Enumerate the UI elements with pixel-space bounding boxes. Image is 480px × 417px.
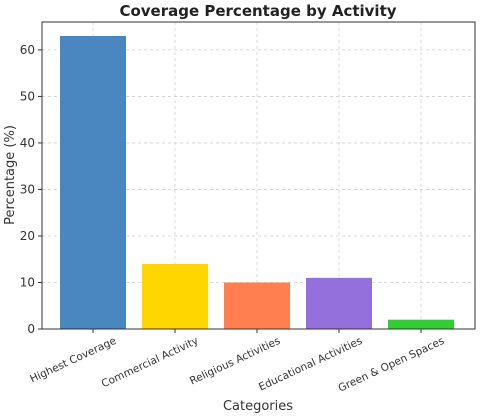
y-axis-ticks: 0 10 20 30 40 50 60 [20,43,42,336]
y-tick-label: 30 [20,182,35,196]
plot-frame [41,21,476,330]
chart-title: Coverage Percentage by Activity [119,2,396,20]
bar [60,35,126,330]
bar [388,319,454,329]
bar [306,277,372,329]
y-tick-label: 60 [20,43,35,57]
y-tick-label: 0 [27,322,35,336]
bar [224,282,290,329]
y-tick-label: 20 [20,229,35,243]
y-tick-label: 10 [20,275,35,289]
y-tick-label: 40 [20,136,35,150]
x-axis-label: Categories [223,399,293,414]
bar [142,263,208,329]
bars [60,35,454,330]
y-axis-label: Percentage (%) [3,125,18,225]
y-tick-label: 50 [20,89,35,103]
